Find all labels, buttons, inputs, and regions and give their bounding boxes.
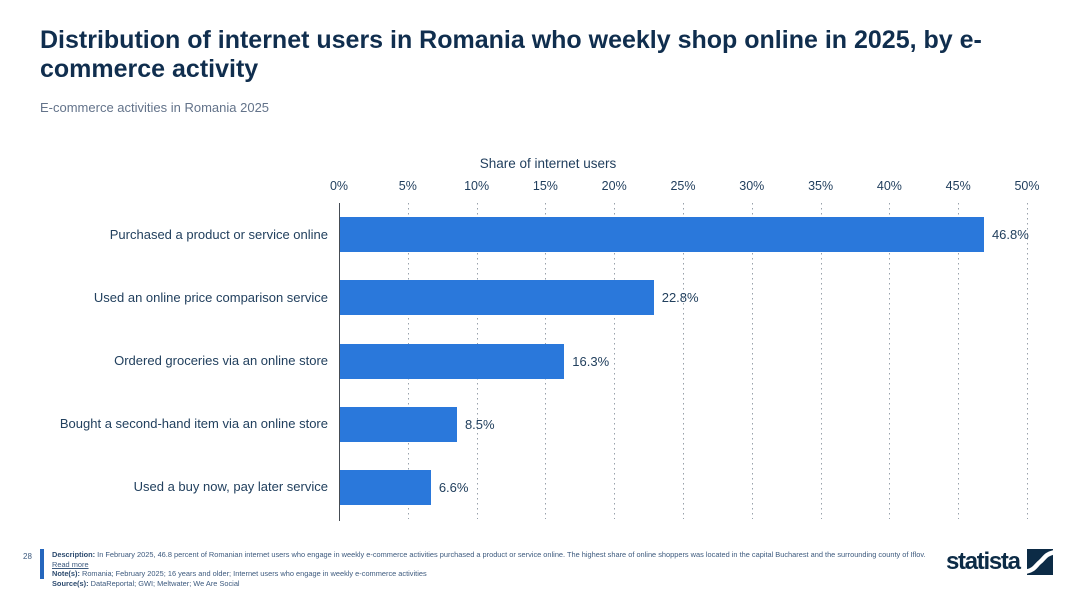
sources-line: Source(s): DataReportal; GWI; Meltwater;… [52,579,944,589]
footer-text: Description: In February 2025, 46.8 perc… [52,550,944,588]
page-title: Distribution of internet users in Romani… [40,26,982,83]
bar [340,406,457,442]
gridline [751,203,753,519]
gridline [889,203,891,519]
sources-text: DataReportal; GWI; Meltwater; We Are Soc… [88,578,240,588]
notes-text: Romania; February 2025; 16 years and old… [79,569,427,579]
notes-label: Note(s): [52,569,80,579]
value-label: 16.3% [572,353,610,369]
category-label: Ordered groceries via an online store [114,353,328,368]
bar [340,469,431,505]
gridline [614,203,616,519]
description-text: In February 2025, 46.8 percent of Romani… [95,550,926,559]
category-label: Purchased a product or service online [109,226,328,242]
x-tick-label: 45% [945,179,971,193]
value-label: 8.5% [464,416,495,432]
footer: 28 Description: In February 2025, 46.8 p… [0,544,1080,595]
bar [340,280,654,316]
page-subtitle: E-commerce activities in Romania 2025 [40,100,270,115]
gridline [820,203,822,519]
axis-title: Share of internet users [479,156,617,171]
gridline [683,203,684,519]
sources-label: Source(s): [52,578,89,588]
x-tick-label: 25% [670,179,696,193]
value-label: 46.8% [991,227,1029,243]
gridline [958,203,960,519]
page-number: 28 [23,552,32,561]
read-more-link[interactable]: Read more [52,559,89,569]
value-label: 6.6% [438,479,469,495]
category-label: Used an online price comparison service [93,289,328,305]
x-tick-label: 10% [464,179,490,193]
category-label: Used a buy now, pay later service [133,479,328,495]
category-label: Bought a second-hand item via an online … [59,416,328,432]
bar [340,343,565,379]
x-tick-label: 0% [329,179,349,193]
description-label: Description: [52,550,96,559]
description-line: Description: In February 2025, 46.8 perc… [52,550,944,560]
x-tick-label: 30% [739,179,765,193]
gridline [1027,203,1028,519]
read-more-line: Read more [52,560,944,570]
x-tick-label: 15% [532,179,558,193]
footer-accent-bar [40,549,44,579]
y-axis-line [339,203,340,521]
x-tick-label: 40% [876,179,902,193]
notes-line: Note(s): Romania; February 2025; 16 year… [52,569,944,579]
statista-brand: statista [946,546,1053,578]
statista-logo-icon [1026,549,1053,575]
bar [340,217,984,253]
statista-wordmark: statista [946,548,1021,575]
value-label: 22.8% [661,290,699,306]
x-tick-label: 20% [601,179,627,193]
x-tick-label: 50% [1014,179,1040,193]
x-tick-label: 35% [808,179,834,193]
x-tick-label: 5% [398,179,417,193]
